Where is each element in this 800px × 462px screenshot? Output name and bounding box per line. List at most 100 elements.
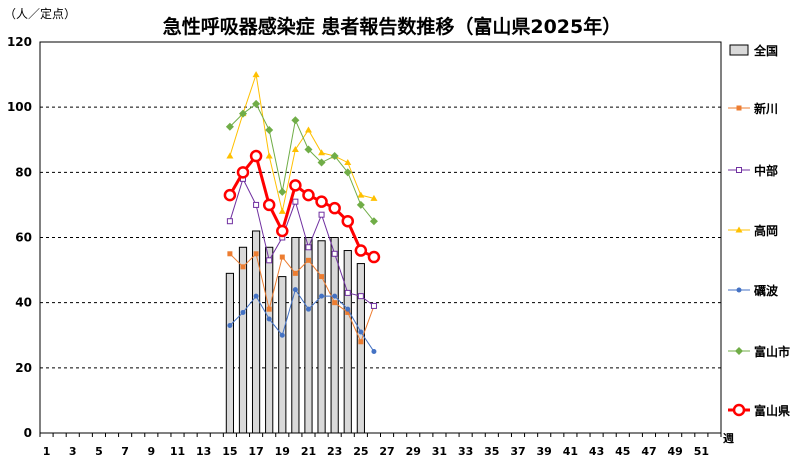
data-point-5-week-21 [302, 188, 315, 202]
line-series-3 [227, 287, 377, 355]
x-tick-label-45: 45 [615, 445, 630, 458]
y-tick-label-0: 0 [24, 426, 32, 440]
data-point-0-week-17 [253, 251, 259, 257]
x-tick-label-1: 1 [43, 445, 51, 458]
data-point-4-week-17 [252, 99, 261, 108]
x-tick-label-25: 25 [353, 445, 368, 458]
data-point-5-week-22 [315, 195, 328, 208]
data-point-3-week-26 [371, 349, 377, 355]
x-tick-label-17: 17 [248, 445, 263, 458]
data-point-0-week-20 [292, 270, 298, 276]
series-line-5 [228, 152, 375, 259]
x-tick-label-11: 11 [170, 445, 185, 458]
bar-week-15 [225, 272, 234, 434]
bar-series-national [225, 230, 365, 434]
data-point-5-week-25 [354, 244, 368, 257]
data-point-0-week-25 [358, 339, 364, 345]
data-point-2-week-17 [252, 71, 260, 78]
data-point-2-week-24 [344, 159, 352, 166]
data-point-4-week-21 [304, 145, 313, 154]
data-point-2-week-19 [278, 207, 286, 214]
data-point-1-week-18 [266, 257, 273, 264]
legend-label-national: 全国 [753, 43, 778, 58]
x-tick-label-41: 41 [563, 445, 578, 458]
data-point-3-week-21 [305, 306, 311, 312]
x-tick-label-29: 29 [406, 445, 421, 458]
legend-marker-0 [736, 105, 742, 111]
x-tick-label-7: 7 [121, 445, 129, 458]
data-point-4-week-26 [369, 217, 378, 226]
x-tick-label-51: 51 [694, 445, 709, 458]
chart-title: 急性呼吸器感染症 患者報告数推移（富山県2025年） [163, 15, 622, 38]
data-point-3-week-19 [279, 332, 285, 338]
x-tick-label-19: 19 [275, 445, 290, 458]
data-point-5-week-16 [236, 166, 250, 179]
data-point-3-week-25 [358, 329, 364, 335]
legend-marker-2 [735, 226, 743, 233]
legend-marker-3 [736, 287, 742, 293]
legend-swatch-national [729, 44, 749, 56]
line-series-0 [227, 251, 377, 345]
bar-week-24 [343, 250, 352, 434]
x-tick-label-5: 5 [95, 445, 103, 458]
x-tick-label-37: 37 [510, 445, 525, 458]
bar-week-25 [356, 263, 365, 434]
data-point-0-week-19 [279, 254, 285, 260]
data-point-1-week-26 [370, 302, 377, 309]
x-tick-label-13: 13 [196, 445, 211, 458]
data-point-1-week-22 [318, 211, 325, 218]
x-tick-label-27: 27 [379, 445, 394, 458]
data-point-1-week-23 [331, 250, 338, 257]
y-tick-label-40: 40 [15, 296, 32, 310]
data-point-5-week-20 [289, 179, 302, 192]
data-point-2-week-20 [291, 146, 299, 153]
line-series-group [223, 71, 381, 355]
data-point-1-week-21 [305, 244, 312, 251]
data-point-3-week-17 [253, 293, 259, 299]
x-tick-label-47: 47 [641, 445, 656, 458]
series-line-0 [229, 252, 375, 344]
data-point-4-week-18 [265, 125, 274, 134]
series-line-2 [229, 74, 375, 212]
x-tick-label-33: 33 [458, 445, 473, 458]
data-point-5-week-26 [367, 250, 381, 264]
data-point-0-week-15 [227, 251, 233, 257]
data-point-3-week-24 [345, 306, 351, 312]
series-line-1 [229, 177, 375, 307]
y-tick-label-100: 100 [7, 100, 32, 114]
line-series-5 [223, 149, 381, 264]
y-tick-label-20: 20 [15, 361, 32, 375]
bar-week-23 [330, 237, 339, 434]
x-tick-label-3: 3 [69, 445, 77, 458]
data-point-2-week-18 [265, 152, 273, 159]
y-tick-label-60: 60 [15, 231, 32, 245]
data-point-4-week-20 [291, 116, 300, 125]
x-tick-label-39: 39 [537, 445, 552, 458]
y-tick-label-120: 120 [7, 35, 32, 49]
y-axis-unit-label: （人／定点） [4, 6, 76, 21]
x-tick-label-35: 35 [484, 445, 499, 458]
data-point-4-week-25 [356, 200, 365, 209]
data-point-5-week-19 [276, 224, 289, 238]
data-point-5-week-17 [249, 149, 263, 163]
data-point-1-week-25 [357, 293, 364, 300]
data-point-0-week-24 [345, 309, 351, 315]
data-point-4-week-23 [330, 152, 339, 161]
data-point-2-week-25 [357, 191, 365, 198]
data-point-2-week-22 [318, 149, 326, 156]
x-tick-label-9: 9 [147, 445, 155, 458]
data-point-2-week-15 [226, 152, 234, 159]
data-point-1-week-24 [344, 289, 351, 296]
x-tick-label-15: 15 [222, 445, 237, 458]
data-point-4-week-19 [278, 187, 287, 196]
data-point-0-week-22 [319, 274, 325, 280]
data-point-4-week-22 [317, 158, 326, 167]
data-point-3-week-22 [319, 293, 325, 299]
data-point-3-week-16 [240, 309, 246, 315]
legend-marker-1 [736, 167, 742, 173]
data-point-4-week-16 [238, 109, 247, 118]
legend-marker-4 [735, 347, 743, 355]
